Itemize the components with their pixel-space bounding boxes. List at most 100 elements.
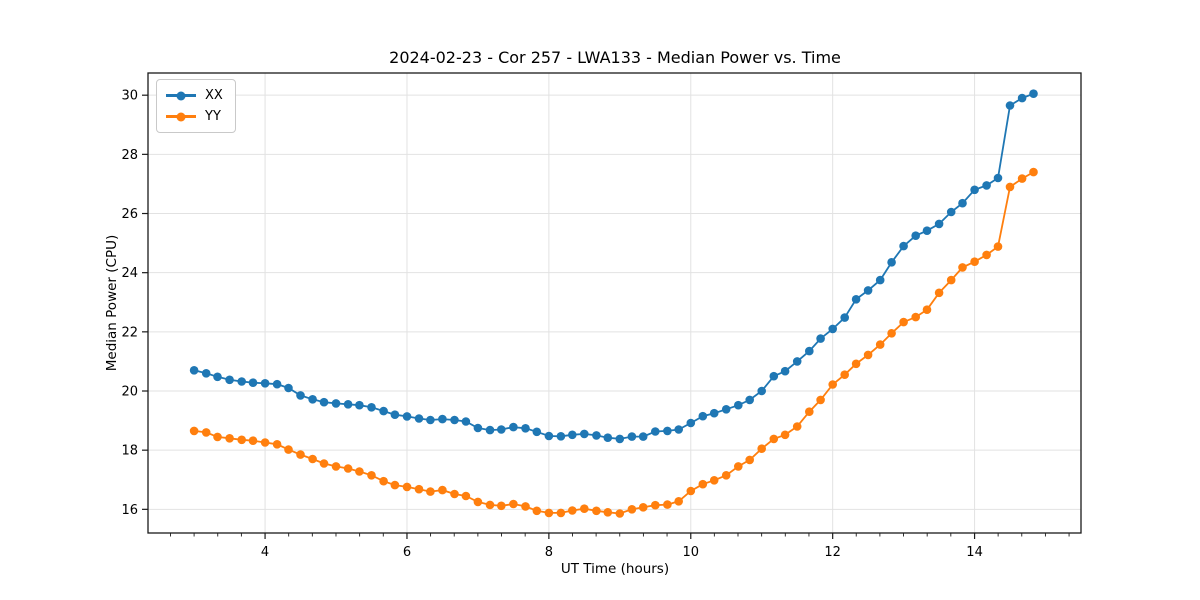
data-point <box>757 444 766 454</box>
data-point <box>638 432 648 441</box>
data-point <box>319 459 329 468</box>
data-point <box>887 329 896 338</box>
data-point <box>1029 89 1038 98</box>
series-yy <box>189 167 1038 518</box>
data-point <box>296 391 305 400</box>
y-tick-label: 26 <box>121 207 138 222</box>
data-point <box>887 258 896 267</box>
data-point <box>343 464 353 473</box>
data-point <box>603 508 613 517</box>
data-point <box>828 380 837 389</box>
data-point <box>651 500 660 510</box>
data-point <box>863 350 873 360</box>
data-point <box>745 395 754 405</box>
data-point <box>532 427 542 437</box>
data-point <box>769 371 779 381</box>
data-point <box>721 471 731 480</box>
data-point <box>592 431 601 440</box>
data-point <box>556 432 566 441</box>
data-point <box>1017 174 1027 183</box>
data-point <box>1005 101 1015 110</box>
data-point <box>851 295 861 304</box>
data-point <box>663 426 672 436</box>
data-point <box>745 455 754 465</box>
data-point <box>651 427 660 436</box>
data-point <box>331 462 341 471</box>
data-point <box>390 480 400 490</box>
data-point <box>698 479 708 489</box>
data-point <box>709 476 719 485</box>
data-point <box>355 467 364 476</box>
data-point <box>734 400 743 410</box>
data-point <box>248 378 258 388</box>
data-point <box>580 504 589 513</box>
data-point <box>331 399 341 408</box>
chart-title: 2024-02-23 - Cor 257 - LWA133 - Median P… <box>389 48 841 67</box>
data-point <box>674 497 683 506</box>
data-point <box>367 403 376 412</box>
data-point <box>379 476 388 486</box>
data-point <box>686 418 696 428</box>
data-point <box>922 226 932 235</box>
data-point <box>272 440 282 449</box>
data-point <box>934 288 944 298</box>
data-point <box>1029 167 1038 177</box>
data-point <box>379 406 388 416</box>
data-point <box>556 508 566 518</box>
data-point <box>521 424 530 433</box>
data-point <box>958 198 967 208</box>
legend-marker-xx <box>166 91 196 100</box>
data-point <box>922 305 932 315</box>
data-point <box>414 414 424 423</box>
data-point <box>568 430 577 440</box>
data-point <box>426 415 435 425</box>
data-point <box>946 207 956 217</box>
data-point <box>627 432 637 441</box>
data-point <box>911 312 920 322</box>
data-point <box>863 286 873 295</box>
x-tick-label: 12 <box>824 545 841 560</box>
y-tick-label: 22 <box>121 325 138 340</box>
data-point <box>698 411 708 421</box>
data-point <box>638 503 648 512</box>
data-point <box>521 502 530 511</box>
data-point <box>426 487 435 496</box>
data-point <box>627 505 637 514</box>
plot-border <box>147 72 1082 534</box>
data-point <box>438 485 447 495</box>
legend: XX YY <box>156 79 236 133</box>
y-tick-label: 16 <box>121 503 138 518</box>
data-point <box>272 379 282 389</box>
data-point <box>225 375 234 385</box>
data-point <box>982 181 991 190</box>
gridlines <box>148 73 1081 533</box>
data-point <box>816 395 825 405</box>
data-point <box>189 426 199 436</box>
y-tick-label: 24 <box>121 266 138 281</box>
data-point <box>485 500 495 510</box>
data-point <box>568 506 577 515</box>
data-point <box>721 405 731 414</box>
data-point <box>450 415 459 425</box>
data-point <box>189 366 199 375</box>
data-point <box>1017 93 1027 103</box>
y-axis-label: Median Power (CPU) <box>104 234 120 372</box>
series-xx <box>189 89 1038 444</box>
data-point <box>213 372 222 382</box>
data-point <box>875 340 885 349</box>
data-point <box>993 242 1003 251</box>
data-point <box>792 357 802 366</box>
data-point <box>970 257 979 267</box>
data-point <box>615 434 625 444</box>
legend-marker-yy <box>166 112 196 121</box>
data-point <box>958 263 967 272</box>
data-point <box>237 435 246 445</box>
data-point <box>497 425 506 434</box>
data-point <box>780 430 790 440</box>
data-point <box>982 250 991 260</box>
legend-label-xx: XX <box>205 88 223 103</box>
data-point <box>734 462 743 471</box>
x-tick-label: 8 <box>545 545 553 560</box>
data-point <box>663 500 672 509</box>
